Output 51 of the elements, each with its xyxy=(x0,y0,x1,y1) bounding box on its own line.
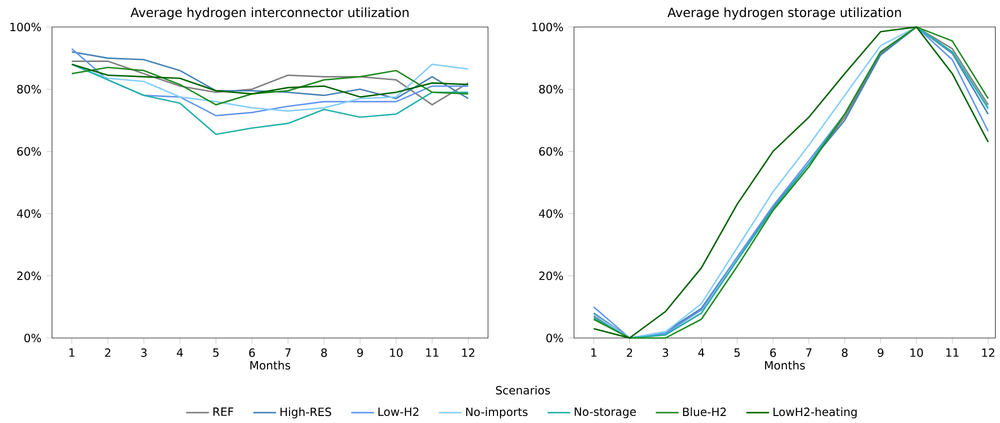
legend-label: Blue-H2 xyxy=(683,407,726,416)
y-tick-label: 20% xyxy=(539,271,563,280)
legend-label: No-storage xyxy=(574,407,636,418)
y-tick-label: 60% xyxy=(539,146,563,156)
x-tick-label: 5 xyxy=(734,348,740,357)
line-series xyxy=(71,51,469,100)
legend-label: Low-H2 xyxy=(378,407,418,416)
legend-label: LowH2-heating xyxy=(774,407,857,418)
x-tick-label: 4 xyxy=(698,348,704,357)
chart-title: Average hydrogen interconnector utilization xyxy=(130,7,409,20)
y-tick-label: 80% xyxy=(17,84,41,94)
x-tick-label: 9 xyxy=(878,348,884,357)
x-tick-label: 3 xyxy=(141,348,147,357)
x-tick-label: 1 xyxy=(69,348,74,357)
x-tick-label: 2 xyxy=(626,348,632,357)
y-tick-label: 80% xyxy=(539,84,563,94)
line-series xyxy=(71,63,469,135)
x-tick-label: 3 xyxy=(662,348,668,357)
legend-label: High-RES xyxy=(280,407,332,418)
y-tick-label: 40% xyxy=(16,209,41,218)
x-tick-label: 10 xyxy=(910,348,923,357)
x-tick-label: 8 xyxy=(842,348,848,357)
x-tick-label: 11 xyxy=(946,348,958,357)
x-tick-label: 8 xyxy=(321,348,327,357)
legend-label: REF xyxy=(213,407,234,416)
legend-label: No-imports xyxy=(466,407,528,418)
chart-title: Average hydrogen storage utilization xyxy=(668,7,901,20)
x-tick-label: 6 xyxy=(249,348,255,357)
x-axis-title: Months xyxy=(765,360,805,370)
x-tick-label: 6 xyxy=(770,348,776,357)
x-tick-label: 2 xyxy=(105,348,110,357)
legend-title: Scenarios xyxy=(496,386,550,394)
y-tick-label: 100% xyxy=(10,22,41,32)
y-tick-label: 20% xyxy=(17,271,41,280)
x-tick-label: 5 xyxy=(213,348,219,357)
x-tick-label: 9 xyxy=(357,348,363,357)
x-tick-label: 12 xyxy=(462,348,474,357)
x-tick-label: 4 xyxy=(176,348,183,357)
y-tick-label: 0% xyxy=(546,334,563,342)
x-tick-label: 11 xyxy=(426,348,438,357)
y-tick-label: 100% xyxy=(532,22,563,32)
x-tick-label: 1 xyxy=(591,348,596,357)
line-series xyxy=(71,63,469,98)
x-axis-title: Months xyxy=(250,360,290,370)
y-tick-label: 40% xyxy=(538,209,563,218)
x-tick-label: 12 xyxy=(982,348,994,357)
y-tick-label: 0% xyxy=(24,334,41,342)
x-tick-label: 7 xyxy=(285,348,291,357)
x-tick-label: 7 xyxy=(806,348,812,357)
y-tick-label: 60% xyxy=(17,146,41,156)
x-tick-label: 10 xyxy=(390,348,403,357)
